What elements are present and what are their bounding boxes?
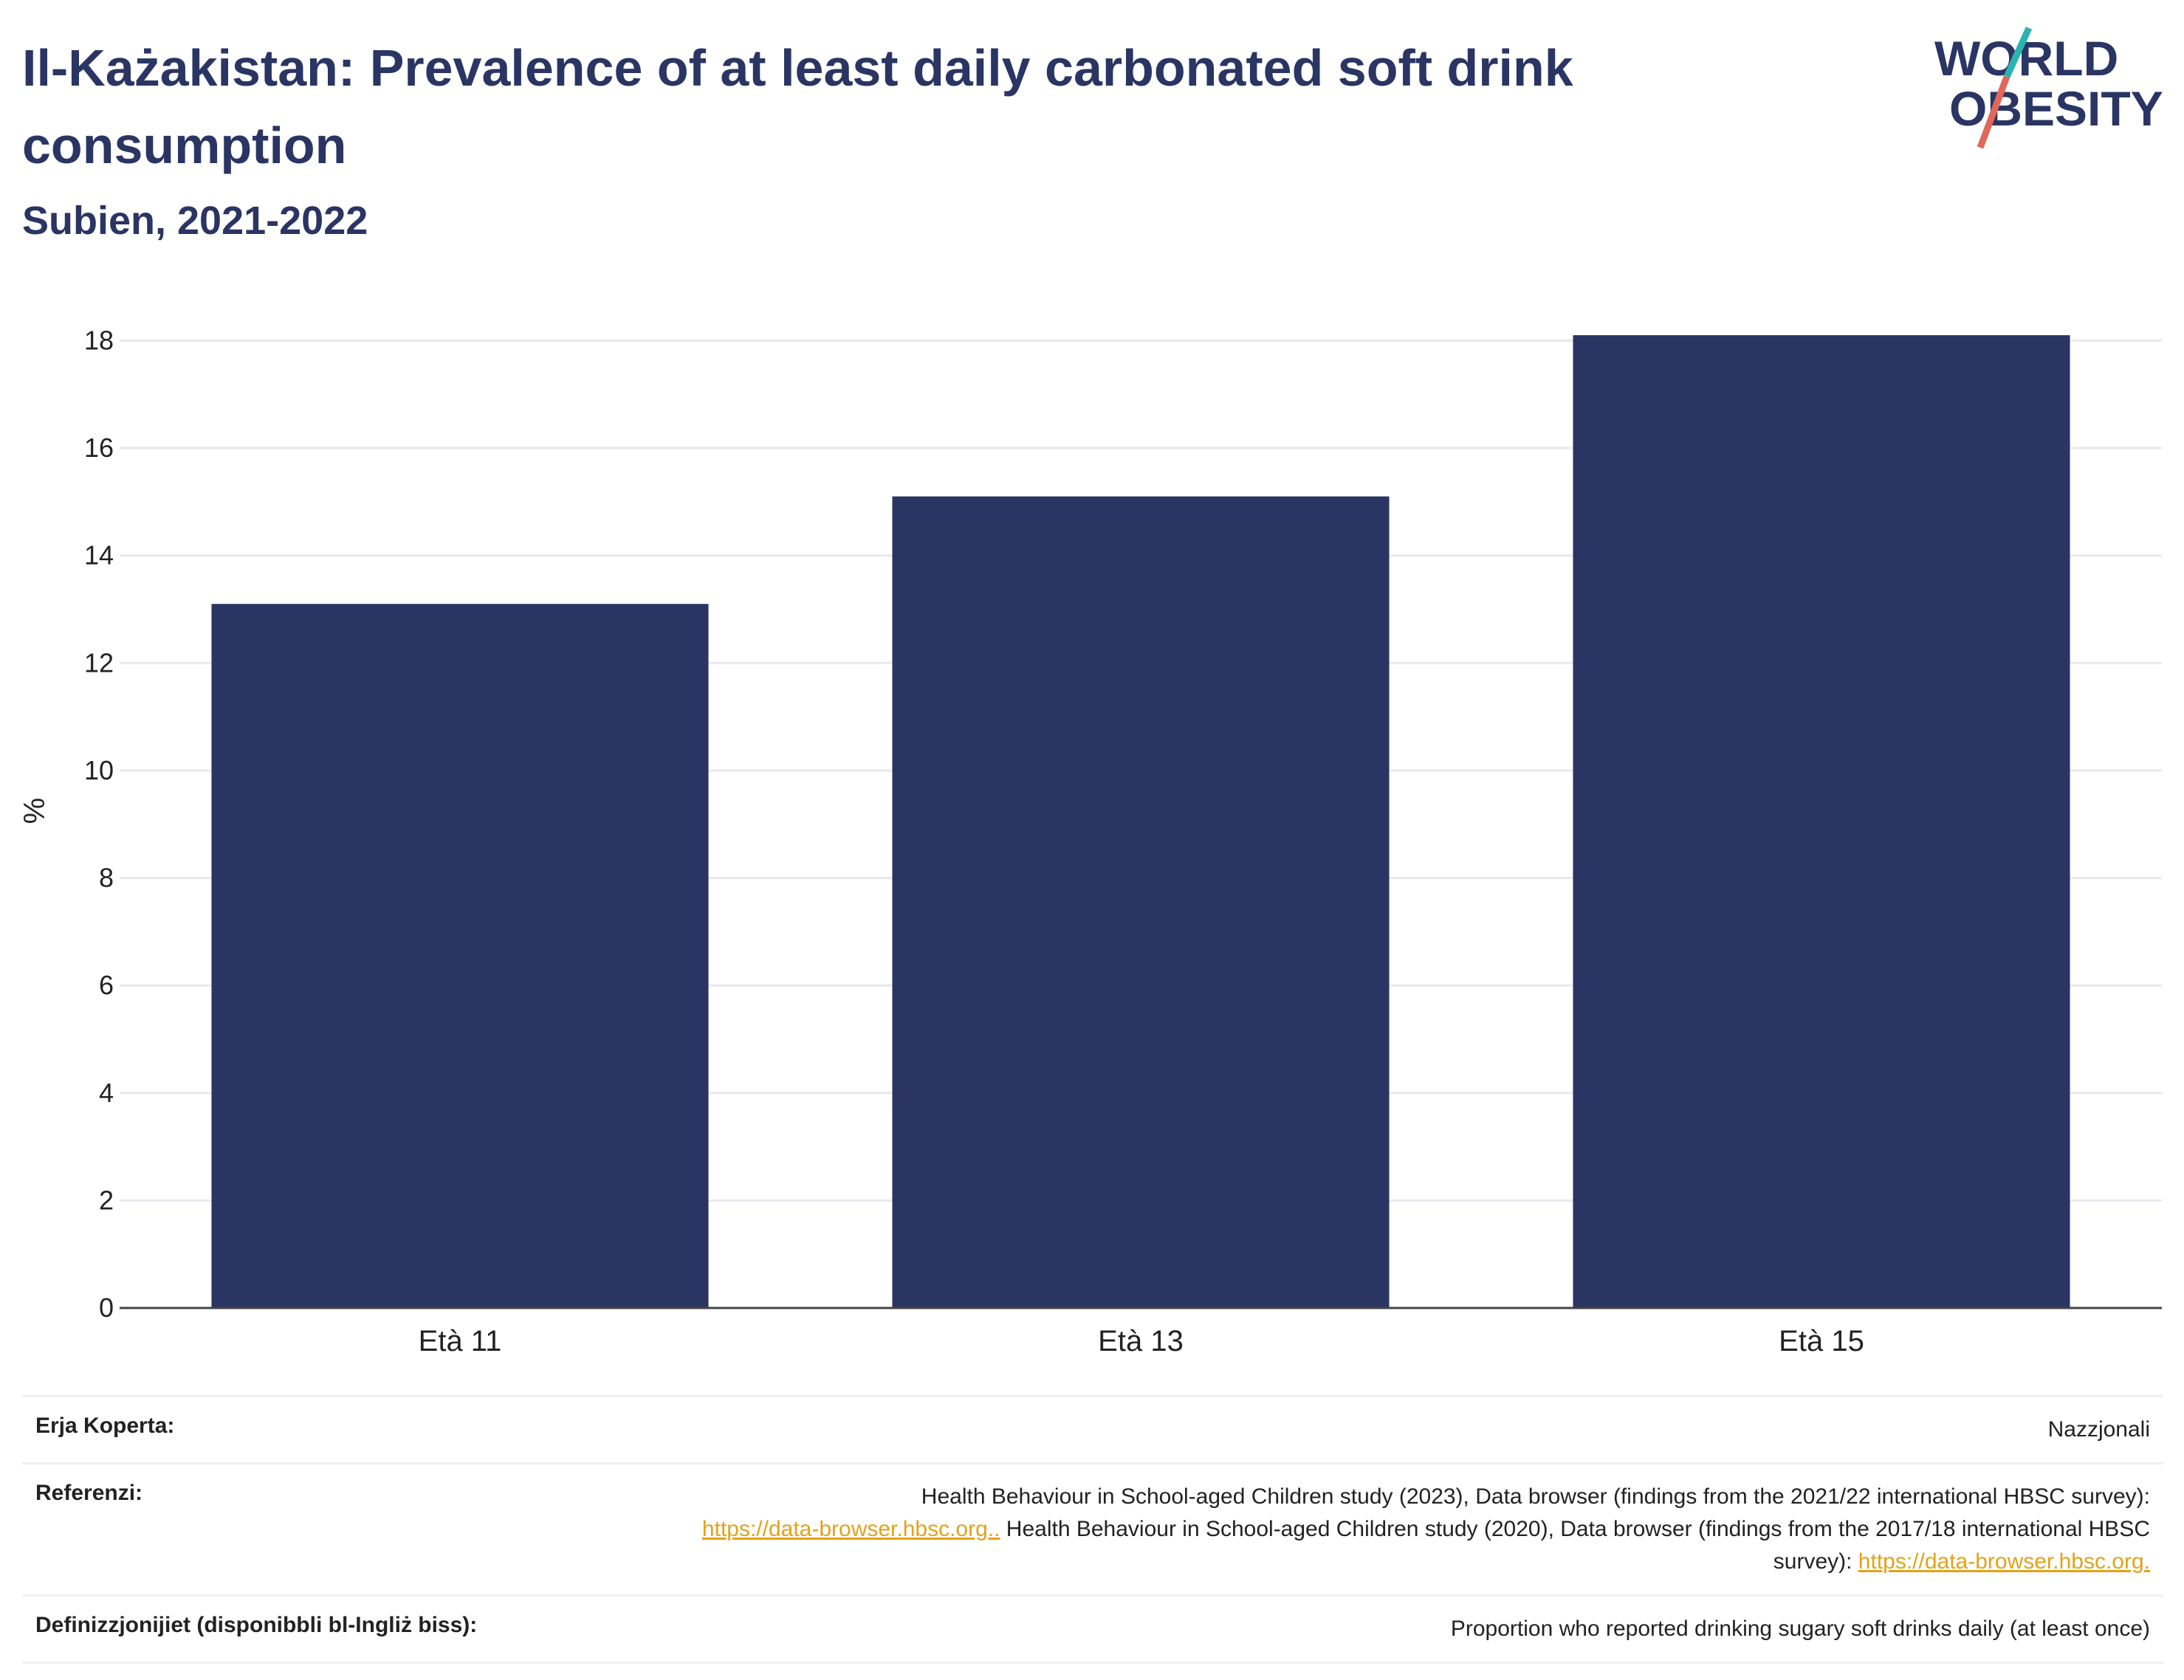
references-row: Referenzi: Health Behaviour in School-ag… xyxy=(22,1462,2163,1594)
y-tick-label: 4 xyxy=(99,1078,114,1108)
bar xyxy=(211,604,709,1308)
references-link-2[interactable]: https://data-browser.hbsc.org. xyxy=(1858,1549,2150,1574)
coverage-value: Nazzjonali xyxy=(2047,1417,2150,1442)
bar xyxy=(1573,335,2070,1309)
references-text-2: Health Behaviour in School-aged Children… xyxy=(1000,1517,2150,1574)
bar xyxy=(892,496,1390,1308)
definitions-label: Definizzjonijiet (disponibbli bl-Ingliż … xyxy=(35,1613,478,1637)
logo-slash-bottom xyxy=(1977,75,2010,149)
world-obesity-logo: WORLD OBESITY xyxy=(1934,27,2163,149)
metadata-table: Erja Koperta: Nazzjonali Referenzi: Heal… xyxy=(22,1395,2163,1664)
x-tick-label: Età 15 xyxy=(1779,1325,1864,1357)
x-tick-label: Età 11 xyxy=(419,1325,502,1357)
y-axis-label: % xyxy=(18,798,51,824)
logo-slash-top xyxy=(2003,27,2033,78)
references-label: Referenzi: xyxy=(35,1481,143,1505)
y-tick-label: 16 xyxy=(84,433,114,463)
y-tick-label: 18 xyxy=(84,325,114,355)
y-tick-label: 2 xyxy=(99,1185,114,1215)
chart-title: Il-Każakistan: Prevalence of at least da… xyxy=(22,39,1573,174)
references-text-1: Health Behaviour in School-aged Children… xyxy=(921,1484,2150,1509)
y-tick-label: 12 xyxy=(84,647,114,678)
coverage-row: Erja Koperta: Nazzjonali xyxy=(22,1395,2163,1462)
coverage-label: Erja Koperta: xyxy=(35,1414,175,1438)
y-tick-label: 6 xyxy=(99,970,114,1000)
chart-subtitle: Subien, 2021-2022 xyxy=(22,199,368,243)
references-link-1[interactable]: https://data-browser.hbsc.org.. xyxy=(701,1517,1000,1541)
references-value: Health Behaviour in School-aged Children… xyxy=(636,1481,2150,1578)
bar-chart: 0 2 4 6 8 10 12 14 16 18 Età 11 Età 13 Età 15% xyxy=(18,325,2162,1357)
y-tick-label: 14 xyxy=(84,540,114,571)
definitions-value: Proportion who reported drinking sugary … xyxy=(1450,1617,2150,1641)
y-tick-label: 8 xyxy=(99,863,114,893)
definitions-row: Definizzjonijiet (disponibbli bl-Ingliż … xyxy=(22,1594,2163,1664)
y-tick-label: 0 xyxy=(99,1292,114,1323)
y-tick-label: 10 xyxy=(84,755,114,785)
x-tick-label: Età 13 xyxy=(1098,1325,1184,1357)
